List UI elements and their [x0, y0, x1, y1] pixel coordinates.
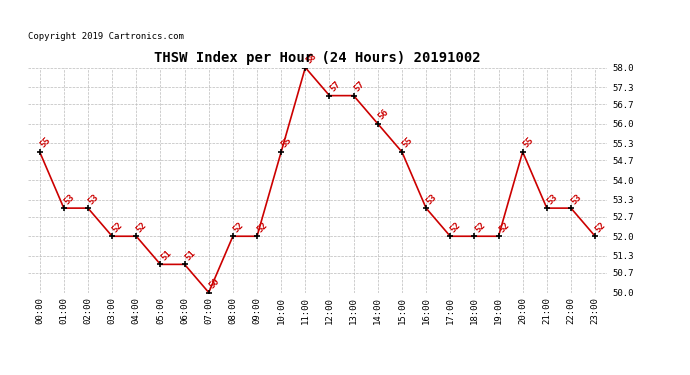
Text: Copyright 2019 Cartronics.com: Copyright 2019 Cartronics.com	[28, 32, 184, 41]
Text: 52: 52	[497, 220, 511, 234]
Text: 52: 52	[473, 220, 487, 234]
Text: 51: 51	[183, 248, 197, 262]
Title: THSW Index per Hour (24 Hours) 20191002: THSW Index per Hour (24 Hours) 20191002	[154, 51, 481, 65]
Text: 53: 53	[86, 192, 101, 206]
Text: 57: 57	[352, 80, 366, 93]
Text: 55: 55	[400, 136, 415, 150]
Text: 52: 52	[231, 220, 246, 234]
Text: 55: 55	[279, 136, 294, 150]
Text: 52: 52	[448, 220, 463, 234]
Text: 53: 53	[545, 192, 560, 206]
Text: 58: 58	[304, 51, 318, 65]
Text: 52: 52	[110, 220, 125, 234]
Text: 53: 53	[62, 192, 77, 206]
Text: 53: 53	[569, 192, 584, 206]
Text: 51: 51	[159, 248, 173, 262]
Text: THSW  (°F): THSW (°F)	[598, 37, 661, 47]
Text: 57: 57	[328, 80, 342, 93]
Text: 55: 55	[521, 136, 535, 150]
Text: 53: 53	[424, 192, 439, 206]
Text: 55: 55	[38, 136, 52, 150]
Text: 56: 56	[376, 108, 391, 122]
Text: 50: 50	[207, 276, 221, 290]
Text: 52: 52	[593, 220, 608, 234]
Text: 52: 52	[255, 220, 270, 234]
Text: 52: 52	[135, 220, 149, 234]
